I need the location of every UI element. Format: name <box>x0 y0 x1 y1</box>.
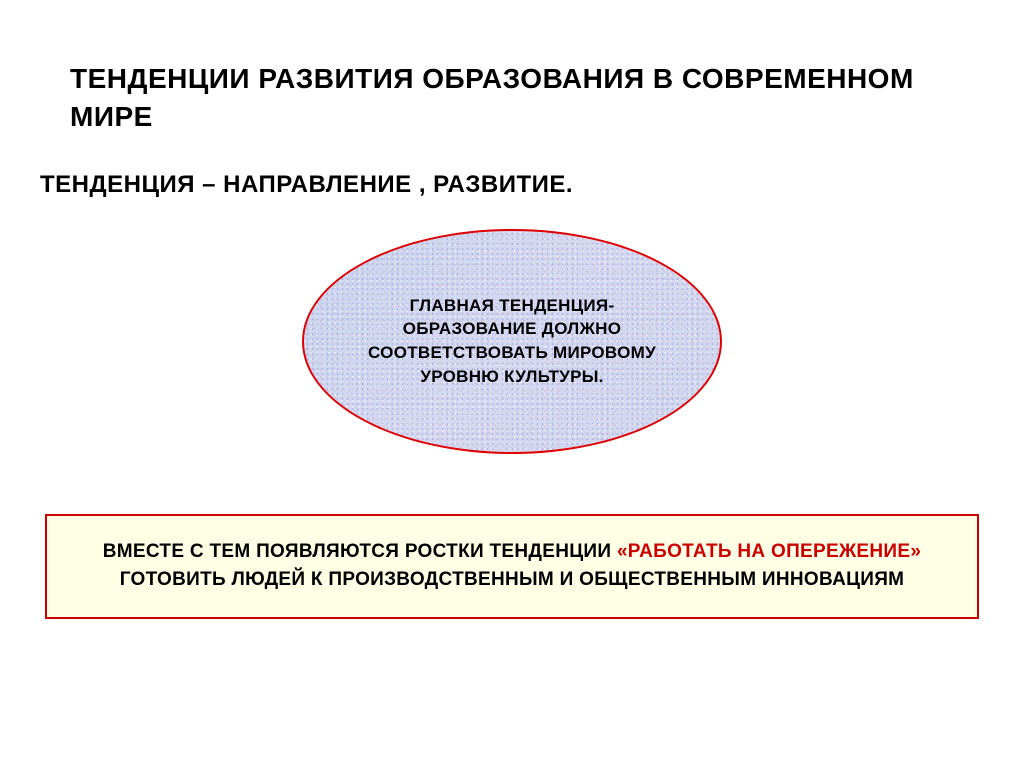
slide-subtitle: ТЕНДЕНЦИЯ – НАПРАВЛЕНИЕ , РАЗВИТИЕ. <box>40 171 954 199</box>
box-text-part2: ГОТОВИТЬ ЛЮДЕЙ К ПРОИЗВОДСТВЕННЫМ И ОБЩЕ… <box>120 569 905 590</box>
callout-box: ВМЕСТЕ С ТЕМ ПОЯВЛЯЮТСЯ РОСТКИ ТЕНДЕНЦИИ… <box>45 514 979 619</box>
slide: ТЕНДЕНЦИИ РАЗВИТИЯ ОБРАЗОВАНИЯ В СОВРЕМЕ… <box>0 0 1024 767</box>
main-tendency-ellipse: ГЛАВНАЯ ТЕНДЕНЦИЯ- ОБРАЗОВАНИЕ ДОЛЖНО СО… <box>302 229 722 454</box>
slide-title: ТЕНДЕНЦИИ РАЗВИТИЯ ОБРАЗОВАНИЯ В СОВРЕМЕ… <box>70 60 954 136</box>
box-text-part1: ВМЕСТЕ С ТЕМ ПОЯВЛЯЮТСЯ РОСТКИ ТЕНДЕНЦИИ <box>103 541 617 562</box>
ellipse-container: ГЛАВНАЯ ТЕНДЕНЦИЯ- ОБРАЗОВАНИЕ ДОЛЖНО СО… <box>70 229 954 454</box>
ellipse-text: ГЛАВНАЯ ТЕНДЕНЦИЯ- ОБРАЗОВАНИЕ ДОЛЖНО СО… <box>344 294 680 389</box>
box-text-highlight: «РАБОТАТЬ НА ОПЕРЕЖЕНИЕ» <box>617 541 921 562</box>
